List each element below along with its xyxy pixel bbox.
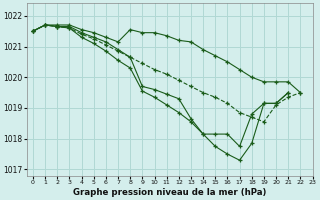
X-axis label: Graphe pression niveau de la mer (hPa): Graphe pression niveau de la mer (hPa) xyxy=(73,188,266,197)
